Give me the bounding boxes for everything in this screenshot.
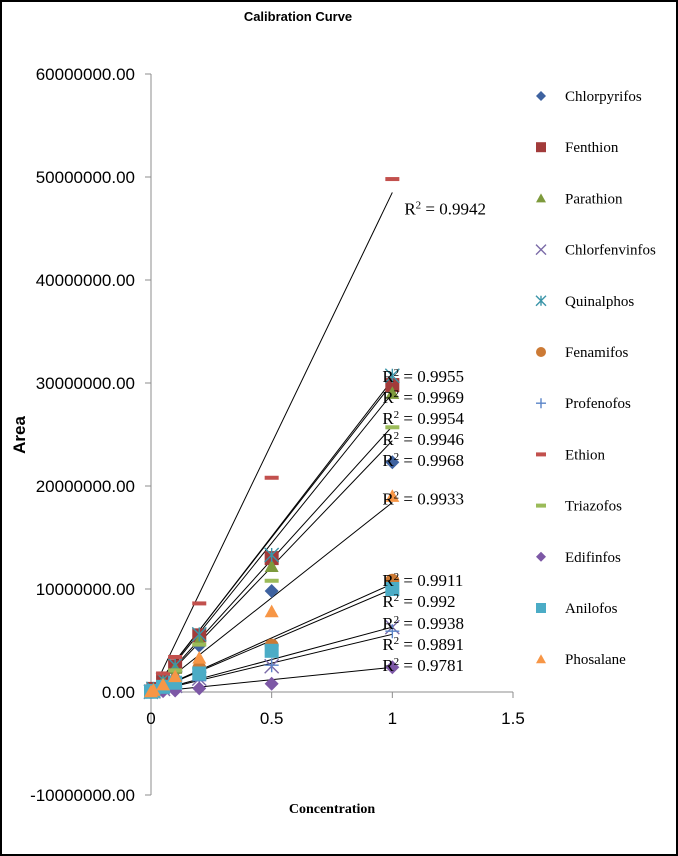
data-point	[156, 671, 171, 676]
x-axis-label: Concentration	[289, 802, 376, 817]
y-tick-label: 10000000.00	[36, 580, 135, 599]
data-point	[168, 654, 183, 659]
data-point	[192, 666, 207, 681]
data-point	[385, 425, 400, 430]
x-tick-label: 1	[388, 709, 397, 728]
trendline	[150, 192, 393, 695]
trendlines	[150, 192, 393, 695]
data-point	[192, 651, 207, 664]
y-tick-label: 40000000.00	[36, 271, 135, 290]
legend-marker	[536, 452, 546, 457]
x-tick-label: 0	[146, 709, 155, 728]
legend-label: Anilofos	[565, 601, 618, 617]
data-point	[264, 547, 280, 563]
r2-label: R2 = 0.992	[382, 592, 455, 611]
data-point	[385, 455, 400, 470]
data-point	[385, 386, 400, 399]
legend-marker	[536, 551, 546, 562]
y-tick-label: 50000000.00	[36, 168, 135, 187]
legend-label: Parathion	[565, 191, 623, 207]
data-point	[385, 624, 400, 639]
data-point	[264, 475, 279, 480]
data-point	[192, 601, 207, 606]
legend: Chlorpyrifos Fenthion Parathion Chlorfenvin…	[535, 89, 656, 668]
r2-label: R2 = 0.9911	[382, 571, 463, 590]
r2-label: R2 = 0.9938	[382, 614, 464, 633]
r2-label: R2 = 0.9969	[382, 388, 464, 407]
legend-label: Fenthion	[565, 140, 619, 156]
data-point	[156, 677, 171, 691]
legend-marker	[535, 295, 547, 307]
data-point	[385, 378, 400, 393]
data-point	[264, 584, 279, 599]
data-point	[264, 559, 279, 572]
legend-label: Phosalane	[565, 652, 626, 668]
data-point	[191, 626, 207, 642]
legend-label: Edifinfos	[565, 550, 621, 566]
r2-label: R2 = 0.9954	[382, 409, 464, 428]
data-point	[264, 676, 279, 691]
legend-label: Triazofos	[565, 499, 622, 515]
data-point	[146, 683, 161, 696]
data-point	[192, 681, 207, 696]
y-axis-label: Area	[10, 416, 29, 454]
trendline	[150, 583, 393, 693]
legend-label: Chlorfenvinfos	[565, 243, 656, 259]
r2-labels: R2 = 0.9942 R2 = 0.9955 R2 = 0.9969 R2 = 0.…	[382, 199, 486, 675]
data-point	[264, 578, 279, 583]
axes: -10000000.00 0.00 10000000.00 20000000.00 30…	[30, 65, 525, 805]
y-tick-label: 20000000.00	[36, 477, 135, 496]
data-point	[192, 642, 207, 647]
x-tick-label: 1.5	[501, 709, 525, 728]
r2-label: R2 = 0.9968	[382, 451, 464, 470]
legend-marker	[536, 91, 546, 101]
legend-marker	[535, 244, 547, 256]
r2-label: R2 = 0.9933	[382, 489, 464, 508]
legend-label: Ethion	[565, 447, 605, 463]
legend-label: Profenofos	[565, 396, 631, 412]
r2-label: R2 = 0.9955	[382, 367, 464, 386]
legend-label: Fenamifos	[565, 345, 628, 361]
y-tick-label: 30000000.00	[36, 374, 135, 393]
y-tick-label: 0.00	[102, 683, 135, 702]
r2-label: R2 = 0.9942	[404, 199, 486, 218]
legend-marker	[536, 193, 546, 203]
data-point	[385, 582, 400, 596]
legend-marker	[536, 398, 546, 409]
legend-marker	[536, 347, 546, 357]
y-tick-label: 60000000.00	[36, 65, 135, 84]
data-point	[384, 368, 400, 384]
chart-title: Calibration Curve	[244, 9, 352, 24]
legend-marker	[536, 603, 546, 613]
data-point	[264, 643, 279, 658]
r2-label: R2 = 0.9781	[382, 656, 464, 675]
trendline	[150, 379, 393, 694]
data-point	[385, 660, 400, 675]
data-points	[143, 177, 400, 700]
legend-label: Chlorpyrifos	[565, 89, 642, 105]
trendline	[150, 392, 393, 694]
r2-label: R2 = 0.9891	[382, 635, 464, 654]
data-point	[264, 658, 279, 673]
x-tick-label: 0.5	[260, 709, 284, 728]
legend-label: Quinalphos	[565, 294, 634, 310]
data-point	[168, 669, 183, 683]
legend-marker	[536, 142, 546, 153]
legend-marker	[536, 654, 546, 664]
r2-label: R2 = 0.9946	[382, 430, 464, 449]
y-tick-label: -10000000.00	[30, 786, 135, 805]
legend-marker	[536, 503, 546, 508]
data-point	[264, 604, 279, 618]
data-point	[385, 489, 400, 502]
data-point	[385, 177, 400, 182]
